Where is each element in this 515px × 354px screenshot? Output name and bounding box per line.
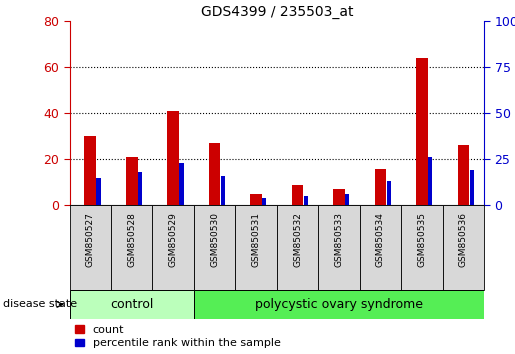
Text: control: control [110,298,153,311]
Bar [70,205,111,290]
Title: GDS4399 / 235503_at: GDS4399 / 235503_at [200,5,353,19]
Text: GSM850528: GSM850528 [127,212,136,267]
Bar [428,158,432,205]
Bar [179,163,183,205]
Text: disease state: disease state [3,299,77,309]
Bar [126,157,138,205]
Bar [442,205,484,290]
Bar [387,181,391,205]
Text: GSM850534: GSM850534 [376,212,385,267]
Bar [374,169,386,205]
Bar [70,290,194,319]
Legend: count, percentile rank within the sample: count, percentile rank within the sample [75,325,281,348]
Bar [96,178,100,205]
Bar [250,194,262,205]
Bar [318,205,359,290]
Text: GSM850532: GSM850532 [293,212,302,267]
Bar [277,205,318,290]
Text: GSM850535: GSM850535 [418,212,426,267]
Text: GSM850530: GSM850530 [210,212,219,267]
Text: GSM850529: GSM850529 [169,212,178,267]
Bar [167,111,179,205]
Bar [345,194,349,205]
Bar [401,205,442,290]
Text: GSM850527: GSM850527 [86,212,95,267]
Bar [304,196,308,205]
Text: GSM850536: GSM850536 [459,212,468,267]
Bar [221,176,225,205]
Text: GSM850531: GSM850531 [252,212,261,267]
Bar [457,145,469,205]
Bar [470,170,474,205]
Bar [262,198,266,205]
Bar [111,205,152,290]
Bar [84,136,96,205]
Bar [333,189,345,205]
Bar [291,185,303,205]
Bar [235,205,277,290]
Bar [194,205,235,290]
Bar [152,205,194,290]
Bar [416,58,428,205]
Bar [138,172,142,205]
Text: GSM850533: GSM850533 [335,212,344,267]
Text: polycystic ovary syndrome: polycystic ovary syndrome [255,298,423,311]
Bar [359,205,401,290]
Bar [209,143,220,205]
Bar [194,290,484,319]
